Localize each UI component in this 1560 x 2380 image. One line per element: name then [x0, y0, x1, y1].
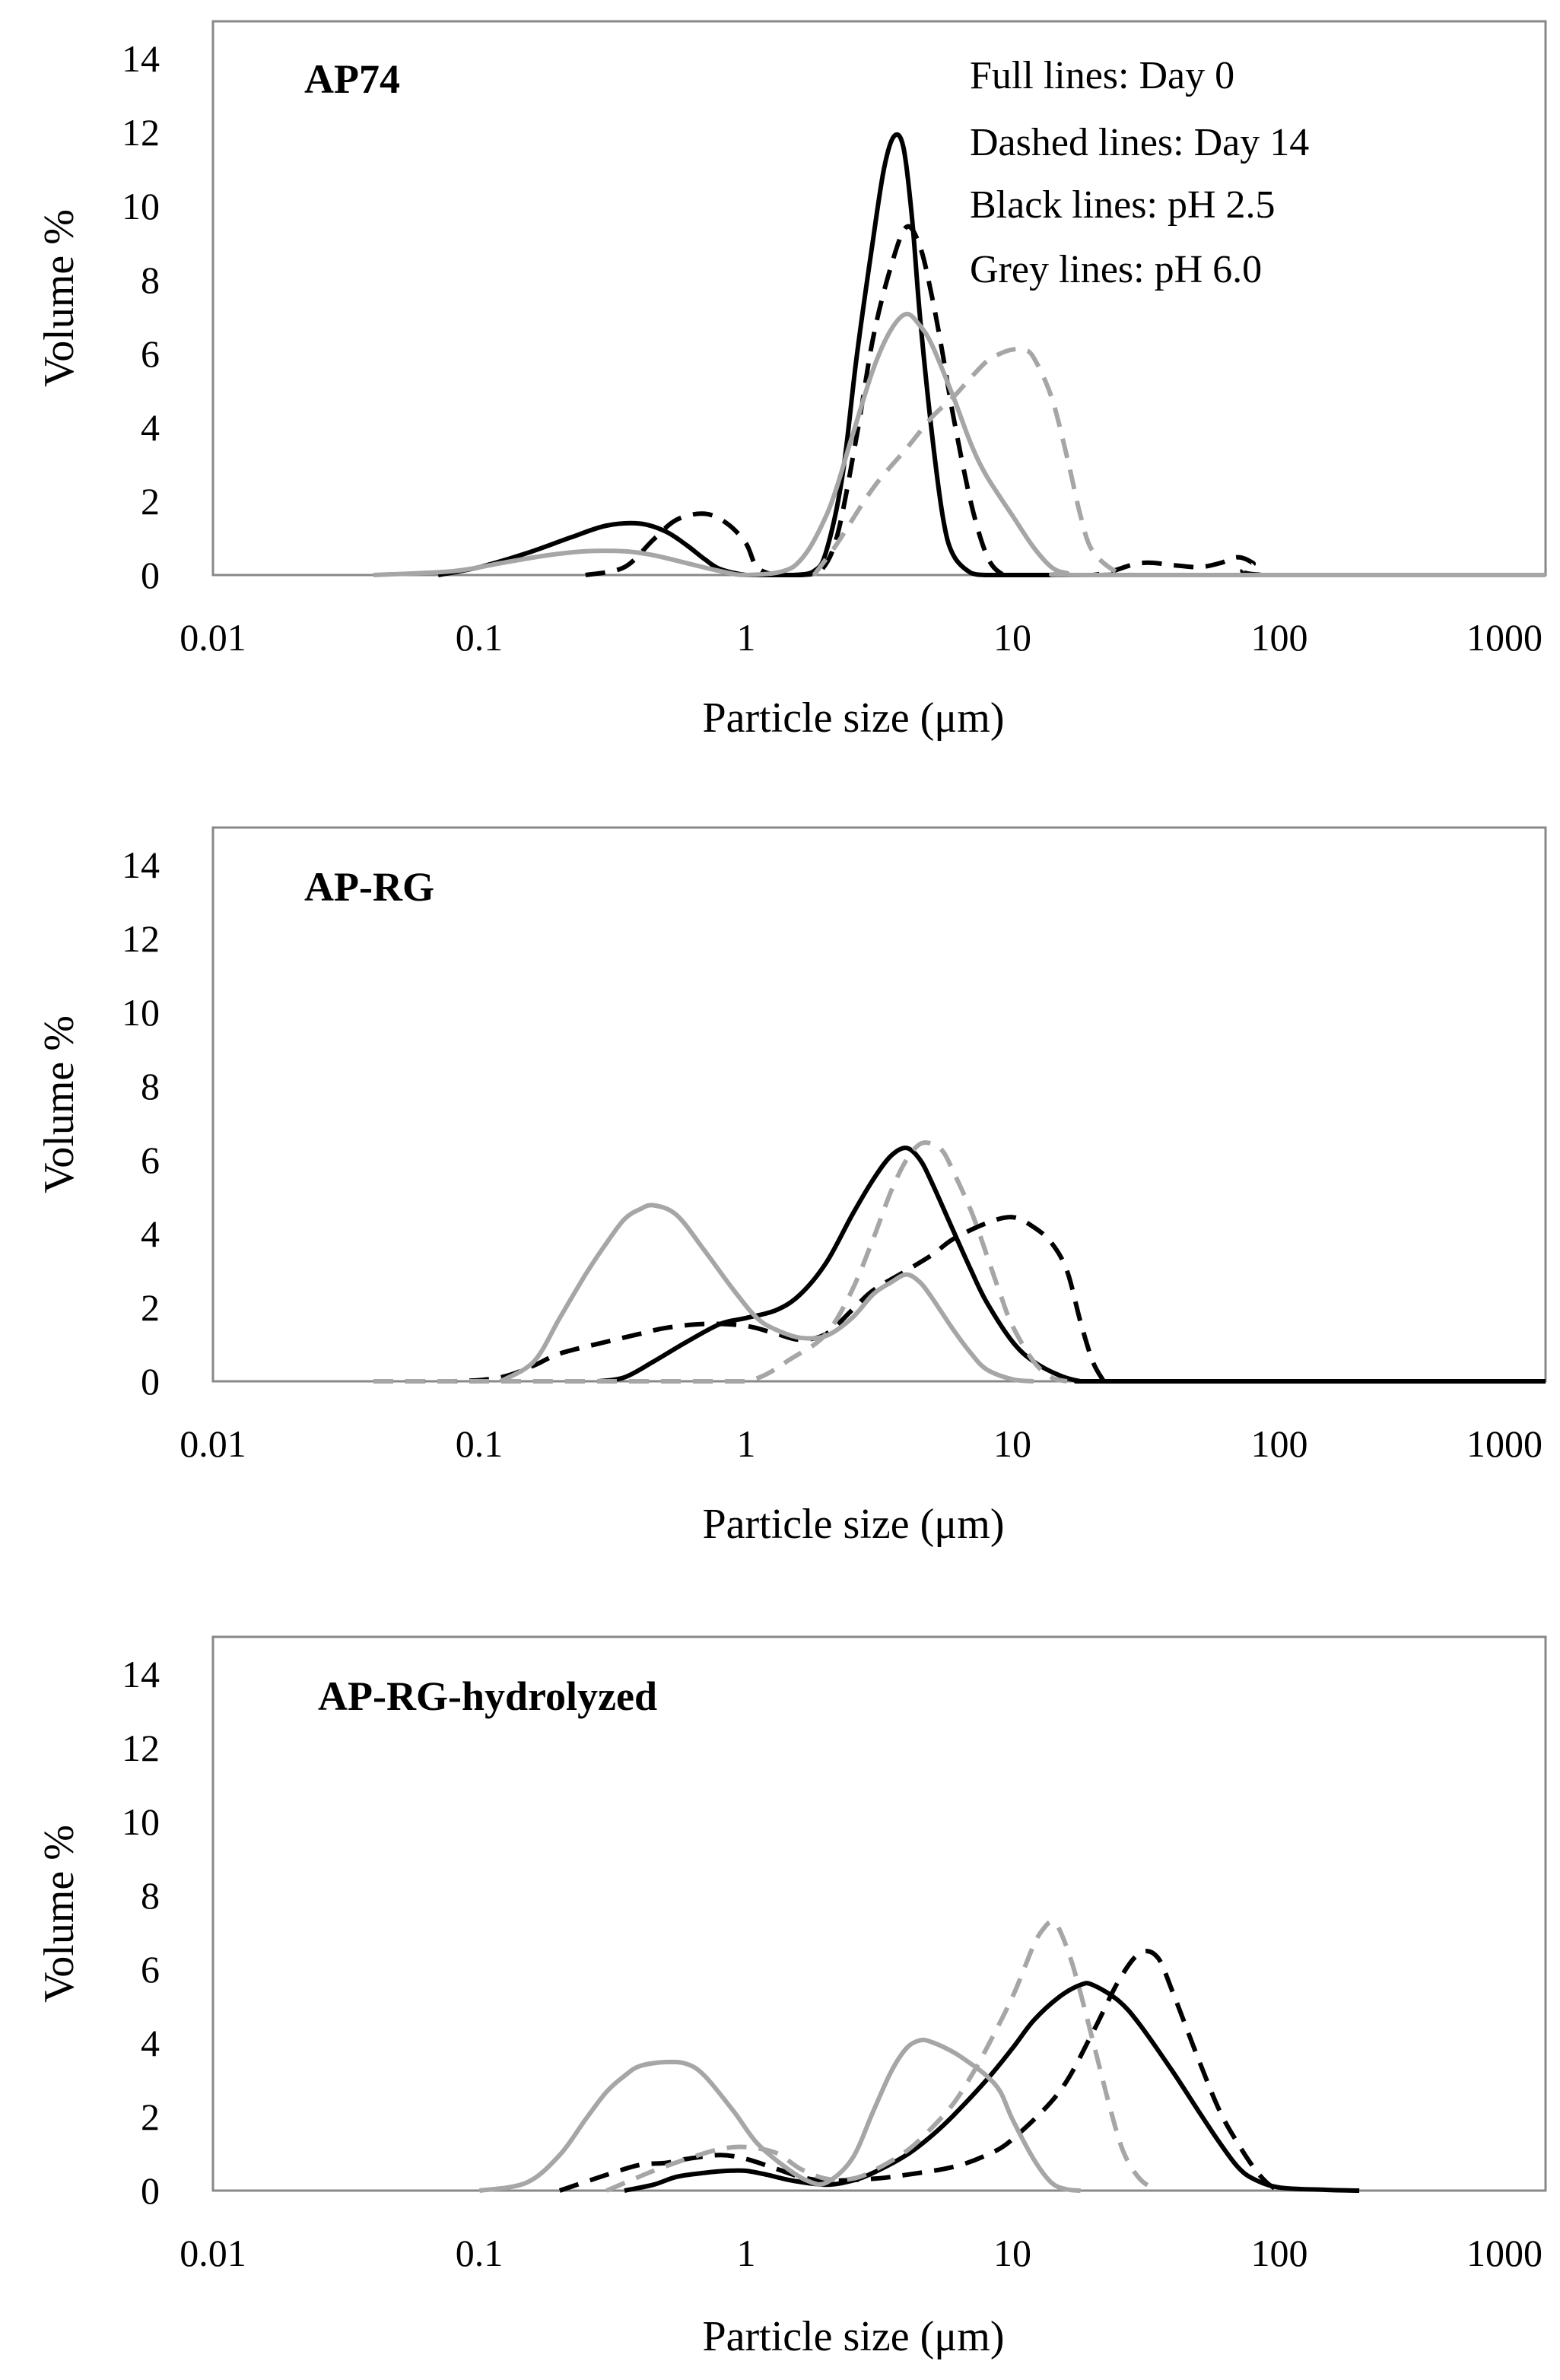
- y-tick-label: 6: [141, 332, 160, 375]
- x-tick-label: 100: [1251, 616, 1308, 659]
- x-axis-label: Particle size (μm): [703, 694, 1005, 742]
- panel-title: AP-RG-hydrolyzed: [318, 1673, 657, 1719]
- y-tick-label: 14: [122, 37, 160, 80]
- y-tick-label: 0: [141, 554, 160, 596]
- y-tick-label: 0: [141, 2169, 160, 2212]
- legend-line-full: Full lines: Day 0: [970, 54, 1234, 97]
- panel-ap-rg-hydrolyzed: AP-RG-hydrolyzed 0 2 4 6 8 10 12 14 0.01…: [36, 1635, 1547, 2360]
- x-tick-label: 10: [993, 1422, 1031, 1465]
- x-tick-label: 1: [737, 2232, 756, 2274]
- x-tick-labels: 0.01 0.1 1 10 100 1000: [180, 1422, 1543, 1465]
- x-tick-label: 1: [737, 1422, 756, 1465]
- plot-frame: [211, 826, 1547, 1383]
- plot-frame: [211, 1635, 1547, 2192]
- y-tick-label: 12: [122, 1727, 160, 1769]
- x-tick-labels: 0.01 0.1 1 10 100 1000: [180, 2232, 1543, 2274]
- y-tick-label: 4: [141, 406, 160, 449]
- y-tick-label: 6: [141, 1139, 160, 1181]
- x-tick-label: 100: [1251, 2232, 1308, 2274]
- series-line-dashed-grey-3: [605, 1919, 1159, 2193]
- y-axis-label: Volume %: [36, 1825, 83, 2003]
- panel-ap74: AP74 Full lines: Day 0 Dashed lines: Day…: [36, 20, 1547, 742]
- y-tick-label: 8: [141, 1065, 160, 1107]
- series-line-full-black-0: [624, 1981, 1360, 2193]
- y-tick-label: 0: [141, 1360, 160, 1403]
- x-tick-label: 1: [737, 616, 756, 659]
- y-tick-label: 10: [122, 185, 160, 227]
- y-tick-label: 4: [141, 1212, 160, 1255]
- series-line-full-grey-2: [478, 2037, 1081, 2193]
- series-line-full-black-0: [437, 132, 1546, 578]
- legend-line-dashed: Dashed lines: Day 14: [970, 121, 1309, 164]
- x-tick-labels: 0.01 0.1 1 10 100 1000: [180, 616, 1543, 659]
- y-axis-label: Volume %: [36, 1015, 83, 1193]
- legend-line-black: Black lines: pH 2.5: [970, 183, 1276, 227]
- x-axis-label: Particle size (μm): [703, 2313, 1005, 2360]
- y-tick-labels: 0 2 4 6 8 10 12 14: [122, 37, 160, 596]
- x-tick-label: 0.01: [180, 616, 246, 659]
- series-layer: [373, 1140, 1546, 1384]
- y-tick-label: 8: [141, 259, 160, 301]
- series-line-full-grey-2: [499, 1203, 1034, 1384]
- x-tick-label: 100: [1251, 1422, 1308, 1465]
- plot-frame: [211, 20, 1547, 577]
- x-axis-label: Particle size (μm): [703, 1501, 1005, 1548]
- y-tick-label: 12: [122, 111, 160, 154]
- series-layer: [478, 1919, 1360, 2193]
- y-tick-label: 2: [141, 480, 160, 523]
- series-line-dashed-black-1: [585, 224, 1546, 578]
- x-tick-label: 0.01: [180, 2232, 246, 2274]
- panel-title: AP74: [304, 56, 400, 102]
- legend-line-grey: Grey lines: pH 6.0: [970, 248, 1262, 291]
- y-tick-label: 10: [122, 991, 160, 1034]
- y-tick-label: 14: [122, 1653, 160, 1695]
- series-line-full-black-0: [598, 1146, 1546, 1384]
- y-tick-label: 14: [122, 844, 160, 886]
- x-tick-label: 1000: [1466, 1422, 1543, 1465]
- x-tick-label: 0.1: [456, 1422, 504, 1465]
- x-tick-label: 1000: [1466, 616, 1543, 659]
- x-tick-label: 1000: [1466, 2232, 1543, 2274]
- legend: Full lines: Day 0 Dashed lines: Day 14 B…: [970, 54, 1309, 291]
- y-tick-label: 2: [141, 2096, 160, 2138]
- y-tick-label: 2: [141, 1286, 160, 1329]
- series-line-full-grey-2: [373, 311, 1546, 578]
- y-tick-labels: 0 2 4 6 8 10 12 14: [122, 844, 160, 1403]
- x-tick-label: 0.1: [456, 2232, 504, 2274]
- y-tick-label: 4: [141, 2022, 160, 2064]
- x-tick-label: 10: [993, 2232, 1031, 2274]
- y-axis-label: Volume %: [36, 209, 83, 387]
- series-layer: [373, 132, 1546, 578]
- series-line-dashed-grey-3: [812, 346, 1546, 578]
- x-tick-label: 0.01: [180, 1422, 246, 1465]
- y-tick-label: 6: [141, 1948, 160, 1991]
- y-tick-label: 12: [122, 917, 160, 960]
- panel-ap-rg: AP-RG 0 2 4 6 8 10 12 14 0.01 0.1 1 10 1…: [36, 826, 1547, 1548]
- y-tick-labels: 0 2 4 6 8 10 12 14: [122, 1653, 160, 2212]
- y-tick-label: 8: [141, 1874, 160, 1917]
- panel-title: AP-RG: [304, 864, 434, 910]
- series-line-dashed-grey-3: [373, 1140, 1068, 1384]
- y-tick-label: 10: [122, 1800, 160, 1843]
- x-tick-label: 10: [993, 616, 1031, 659]
- x-tick-label: 0.1: [456, 616, 504, 659]
